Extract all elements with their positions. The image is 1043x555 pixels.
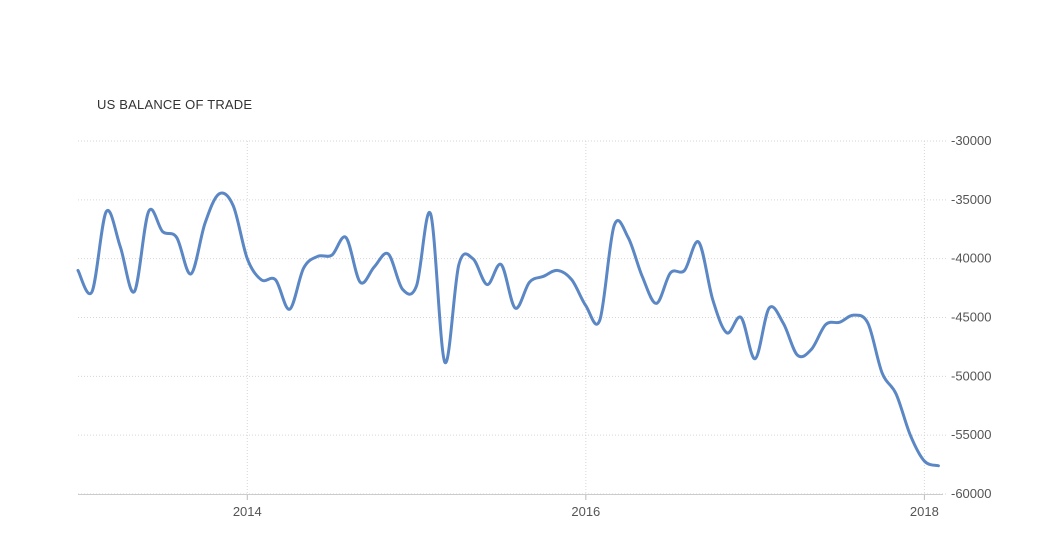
y-tick-label: -50000 [951, 368, 991, 383]
series-line [76, 191, 940, 468]
x-tick-label: 2016 [571, 504, 600, 519]
x-tick-label: 2014 [233, 504, 262, 519]
tick-labels: -30000 -35000 -40000 -45000 -50000 -55000 -600… [233, 133, 992, 519]
series-layer [76, 191, 940, 468]
axes [78, 494, 943, 500]
y-tick-label: -45000 [951, 310, 991, 325]
grid-lines [78, 140, 947, 495]
y-tick-label: -55000 [951, 427, 991, 442]
y-tick-label: -35000 [951, 192, 991, 207]
y-tick-label: -30000 [951, 133, 991, 148]
x-tick-label: 2018 [910, 504, 939, 519]
y-tick-label: -60000 [951, 486, 991, 501]
y-tick-label: -40000 [951, 251, 991, 266]
chart-title: US BALANCE OF TRADE [97, 97, 253, 112]
